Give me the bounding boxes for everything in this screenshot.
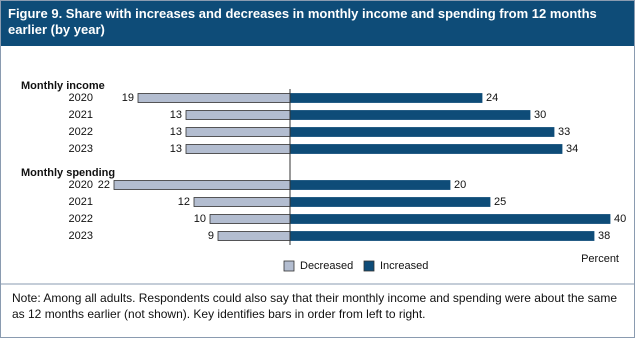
bar — [185, 110, 291, 120]
y-tick-label: 2023 — [69, 230, 93, 242]
bar — [289, 214, 611, 224]
note: Note: Among all adults. Respondents coul… — [12, 291, 618, 321]
value-label: 12 — [178, 196, 190, 208]
value-label: 25 — [494, 196, 506, 208]
x-axis-label: Percent — [581, 253, 619, 265]
legend-label: Decreased — [300, 260, 353, 272]
value-label: 24 — [486, 92, 498, 104]
legend-label: Increased — [380, 260, 428, 272]
bar — [217, 231, 291, 241]
y-tick-label: 2020 — [69, 179, 93, 191]
value-label: 22 — [98, 179, 110, 191]
legend-swatch — [363, 260, 375, 272]
bar — [185, 144, 291, 154]
y-tick-label: 2020 — [69, 92, 93, 104]
value-label: 9 — [208, 230, 214, 242]
y-tick-label: 2022 — [69, 126, 93, 138]
value-label: 13 — [170, 126, 182, 138]
bar — [137, 93, 291, 103]
value-label: 13 — [170, 109, 182, 121]
value-label: 19 — [122, 92, 134, 104]
bar — [289, 144, 563, 154]
value-label: 33 — [558, 126, 570, 138]
value-label: 30 — [534, 109, 546, 121]
bar — [193, 197, 291, 207]
bar — [289, 231, 595, 241]
bar — [289, 180, 451, 190]
bar — [289, 93, 483, 103]
y-tick-label: 2021 — [69, 196, 93, 208]
bar — [209, 214, 291, 224]
group-label: Monthly income — [21, 80, 105, 92]
bar — [289, 197, 491, 207]
y-tick-label: 2023 — [69, 143, 93, 155]
y-tick-label: 2021 — [69, 109, 93, 121]
value-label: 38 — [598, 230, 610, 242]
value-label: 10 — [194, 213, 206, 225]
bar — [185, 127, 291, 137]
y-tick-label: 2022 — [69, 213, 93, 225]
value-label: 13 — [170, 143, 182, 155]
group-label: Monthly spending — [21, 167, 115, 179]
value-label: 34 — [566, 143, 578, 155]
bar — [289, 127, 555, 137]
bar — [289, 110, 531, 120]
value-label: 40 — [614, 213, 626, 225]
legend-swatch — [283, 260, 295, 272]
bar — [113, 180, 291, 190]
value-label: 20 — [454, 179, 466, 191]
chart-title: Figure 9. Share with increases and decre… — [1, 1, 634, 46]
